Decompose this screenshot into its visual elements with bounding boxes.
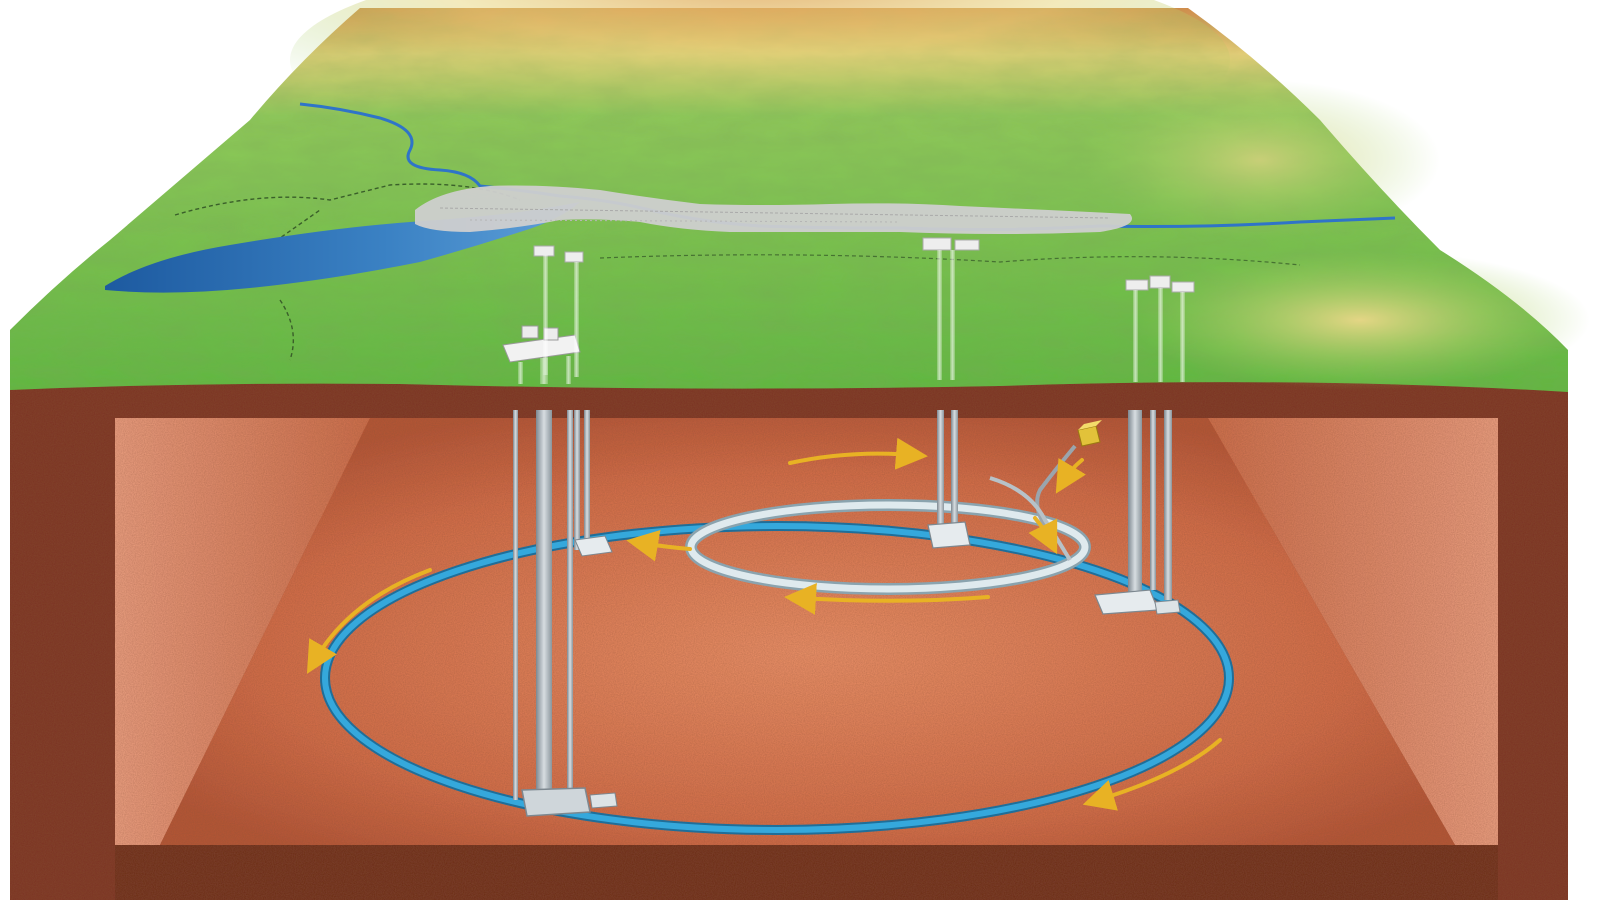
direction-arrow xyxy=(626,529,692,562)
border-line xyxy=(599,254,1301,266)
rock-bottom-edge xyxy=(115,845,1498,900)
access-shaft xyxy=(574,410,580,550)
surface-buildings xyxy=(502,237,1195,363)
hills-right xyxy=(1130,250,1590,390)
surface-building xyxy=(922,237,980,251)
direction-arrow xyxy=(1082,738,1222,811)
cavern-left-wall xyxy=(115,418,370,845)
access-shafts xyxy=(513,410,1172,805)
cavern-right-wall xyxy=(1208,418,1498,845)
terrain-surface xyxy=(10,0,1590,392)
access-shaft xyxy=(584,410,590,540)
access-shaft xyxy=(1128,410,1142,595)
direction-arrow xyxy=(1028,516,1058,555)
experiment-hall xyxy=(927,521,971,549)
experiment-hall xyxy=(574,535,613,557)
direction-arrow xyxy=(784,582,990,615)
experiment-halls xyxy=(521,521,1181,817)
large-ring-tunnel-highlight xyxy=(322,523,1232,833)
access-shaft xyxy=(1150,410,1156,590)
access-shaft xyxy=(567,410,573,795)
city xyxy=(415,185,1132,234)
direction-arrows xyxy=(306,437,1222,811)
access-shaft xyxy=(951,410,958,528)
direction-arrow xyxy=(1055,458,1086,494)
experiment-hall xyxy=(521,787,618,817)
mountains-back xyxy=(290,0,1230,170)
direction-arrow xyxy=(306,568,432,674)
border-line xyxy=(174,183,521,216)
access-shaft xyxy=(937,410,944,528)
experiment-hall xyxy=(1094,589,1181,615)
access-shaft xyxy=(1164,410,1172,600)
access-shaft xyxy=(536,410,552,805)
yellow-box xyxy=(1077,420,1102,447)
access-shaft xyxy=(513,410,518,800)
shaft-surface-projections xyxy=(518,250,1185,384)
hills-upper-right xyxy=(1080,80,1440,240)
earth-block xyxy=(10,380,1568,900)
direction-arrow xyxy=(788,437,928,470)
small-ring-tunnel-highlight xyxy=(687,501,1089,593)
